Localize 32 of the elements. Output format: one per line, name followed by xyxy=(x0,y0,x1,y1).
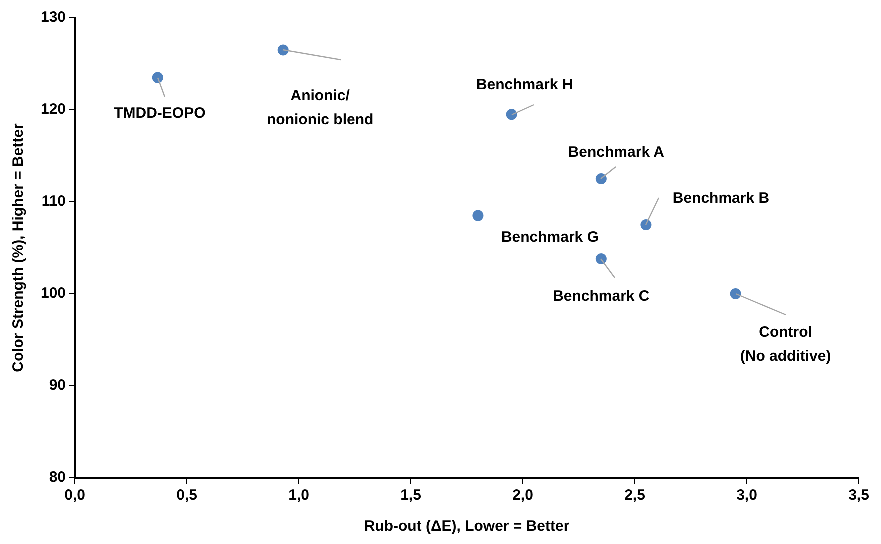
x-tick-label: 0,5 xyxy=(176,487,198,504)
y-tick-label: 110 xyxy=(42,193,66,210)
point xyxy=(640,220,652,230)
x-axis-title: Rub-out (ΔE), Lower = Better xyxy=(364,518,570,536)
annotation: Benchmark C xyxy=(553,288,650,306)
y-tick-label: 120 xyxy=(40,101,66,118)
x-tick-label: 2,0 xyxy=(512,487,534,504)
annotation: Anionic/ nonionic blend xyxy=(267,87,374,128)
x-tick-label: 1,5 xyxy=(400,487,422,504)
annotation: Control (No additive) xyxy=(740,324,832,366)
x-tick-label: 3,5 xyxy=(848,487,870,504)
y-tick-label: 100 xyxy=(40,285,66,302)
point xyxy=(278,44,289,56)
x-tick-label: 3,0 xyxy=(736,487,758,504)
point xyxy=(730,288,742,300)
annotation: Benchmark A xyxy=(568,144,665,162)
annotation: TMDD-EOPO xyxy=(114,104,206,122)
y-tick-label: 130 xyxy=(40,9,66,26)
x-tick-label: 0,0 xyxy=(64,487,86,504)
y-tick-label: 80 xyxy=(49,469,66,486)
point xyxy=(506,109,518,120)
annotation: Benchmark B xyxy=(672,190,770,208)
annotation: Benchmark H xyxy=(476,76,574,94)
point xyxy=(596,174,607,184)
annotation: Benchmark G xyxy=(501,228,599,246)
point xyxy=(152,72,164,84)
x-tick-label: 2,5 xyxy=(624,487,646,504)
y-tick-label: 90 xyxy=(49,377,66,394)
point xyxy=(472,210,484,222)
x-tick-label: 1,0 xyxy=(288,487,310,504)
point xyxy=(596,254,607,265)
y-axis-title: Color Strength (%), Higher = Better xyxy=(10,123,28,372)
